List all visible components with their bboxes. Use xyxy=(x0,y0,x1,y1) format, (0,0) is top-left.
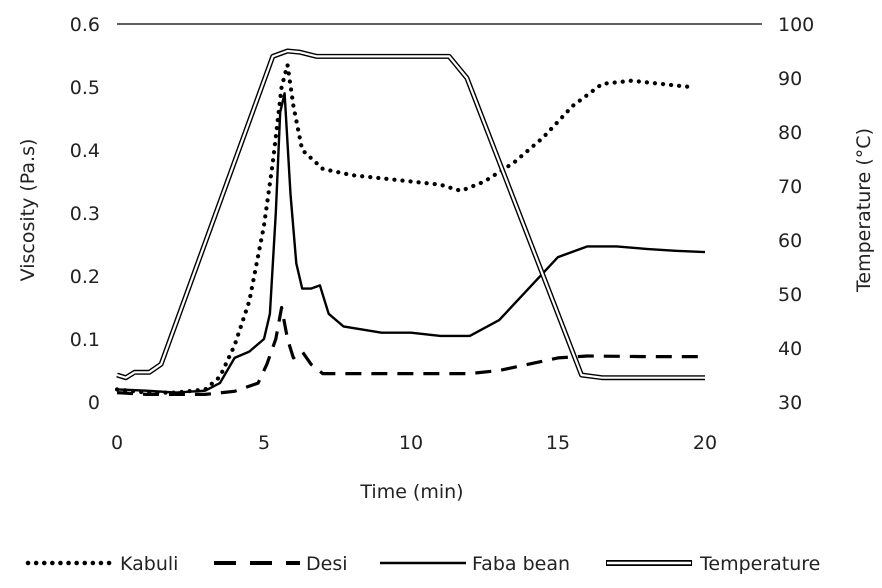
x-axis-title: Time (min) xyxy=(359,481,463,503)
y-tick-label: 0.6 xyxy=(70,14,100,36)
y-tick-label: 0.1 xyxy=(70,329,100,351)
y2-tick-label: 60 xyxy=(778,230,802,252)
series-temperature-line-inner xyxy=(116,49,705,379)
series-faba-bean-line xyxy=(116,92,706,394)
y2-tick-label: 80 xyxy=(778,122,802,144)
legend-item-desi: Desi xyxy=(214,553,348,575)
y-axis-title: Viscosity (Pa.s) xyxy=(17,139,39,282)
y-tick-label: 0.5 xyxy=(70,77,100,99)
x-tick-label: 20 xyxy=(693,432,717,454)
x-tick-label: 10 xyxy=(399,432,423,454)
x-tick-label: 0 xyxy=(111,432,123,454)
y-tick-label: 0.4 xyxy=(70,140,100,162)
x-axis-ticks: 0 5 10 15 20 xyxy=(111,432,717,454)
y2-tick-label: 50 xyxy=(778,284,802,306)
series-lines xyxy=(114,48,706,396)
legend-item-kabuli: Kabuli xyxy=(25,553,178,575)
legend: Kabuli Desi Faba bean Temperature xyxy=(25,553,820,575)
x-tick-label: 15 xyxy=(546,432,570,454)
series-kabuli-line xyxy=(114,62,693,395)
legend-label: Kabuli xyxy=(120,553,178,575)
y2-axis-title: Temperature (°C) xyxy=(853,128,875,293)
x-tick-label: 5 xyxy=(258,432,270,454)
legend-label: Desi xyxy=(306,553,348,575)
y2-tick-label: 100 xyxy=(778,14,814,36)
right-axis-ticks: 30 40 50 60 70 80 90 100 xyxy=(778,14,814,414)
legend-item-faba-bean: Faba bean xyxy=(380,553,570,575)
y2-tick-label: 90 xyxy=(778,68,802,90)
y-tick-label: 0.2 xyxy=(70,266,100,288)
series-desi-line xyxy=(116,305,705,396)
y2-tick-label: 30 xyxy=(778,392,802,414)
legend-label: Temperature xyxy=(699,553,820,575)
series-temperature-line xyxy=(116,48,705,381)
y2-tick-label: 40 xyxy=(778,338,802,360)
y-tick-label: 0.3 xyxy=(70,203,100,225)
legend-item-temperature: Temperature xyxy=(606,553,820,575)
y2-tick-label: 70 xyxy=(778,176,802,198)
legend-label: Faba bean xyxy=(472,553,570,575)
left-axis-ticks: 0 0.1 0.2 0.3 0.4 0.5 0.6 xyxy=(70,14,100,414)
y-tick-label: 0 xyxy=(88,392,100,414)
